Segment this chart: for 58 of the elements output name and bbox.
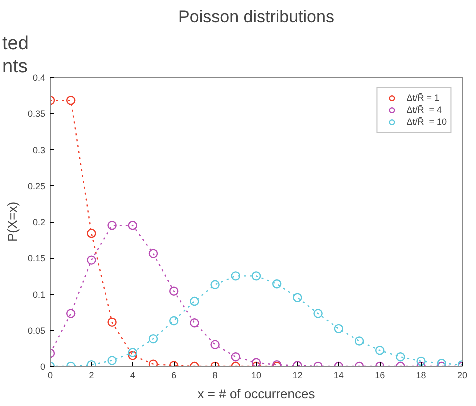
x-tick-label: 2 xyxy=(89,370,94,380)
point xyxy=(170,286,179,296)
point xyxy=(128,221,138,230)
y-axis-title: P(X=x) xyxy=(4,202,20,242)
text: nts xyxy=(2,56,28,78)
y-tick-label: 0.4 xyxy=(32,73,46,83)
point xyxy=(376,346,385,356)
x-tick-label: 8 xyxy=(212,370,218,380)
y-tick-label: 0.1 xyxy=(32,290,46,300)
y-tick-label: 0.2 xyxy=(32,218,46,228)
y-tick-label: 0 xyxy=(40,362,46,372)
x-tick-label: 10 xyxy=(251,370,262,380)
point xyxy=(396,352,406,362)
point xyxy=(272,280,282,289)
y-tick-label: 0.3 xyxy=(32,145,46,156)
point xyxy=(170,316,179,326)
point xyxy=(66,309,76,318)
point xyxy=(148,360,158,366)
point xyxy=(87,256,96,265)
y-tick-label: 0.05 xyxy=(28,326,46,336)
legend-label: Δt/R̄ = 1 xyxy=(406,92,440,104)
x-tick-label: 14 xyxy=(334,370,344,380)
legend-label: Δt/R̄ = 10 xyxy=(406,116,447,128)
y-tick-label: 0.35 xyxy=(28,109,46,120)
text: ted xyxy=(2,34,29,54)
chart-title: Poisson distributions xyxy=(178,8,334,26)
x-tick-label: 12 xyxy=(292,370,303,380)
point xyxy=(148,249,158,258)
point xyxy=(334,324,344,334)
point xyxy=(190,296,200,306)
x-tick-label: 4 xyxy=(130,370,136,380)
point xyxy=(252,272,262,281)
x-tick-label: 6 xyxy=(172,370,177,380)
legend-label: Δt/R̄ = 4 xyxy=(406,104,442,116)
point xyxy=(87,228,96,238)
x-tick-label: 18 xyxy=(416,370,426,380)
point xyxy=(108,221,117,230)
point xyxy=(314,309,323,318)
x-tick-label: 16 xyxy=(375,370,386,380)
point xyxy=(354,336,364,346)
point xyxy=(128,348,138,358)
point xyxy=(416,356,426,366)
y-tick-label: 0.25 xyxy=(28,181,46,192)
point xyxy=(252,358,262,366)
point xyxy=(210,280,220,290)
point xyxy=(108,356,117,366)
x-tick-label: 20 xyxy=(457,370,468,380)
point xyxy=(108,318,117,328)
point xyxy=(128,351,138,360)
point xyxy=(190,318,200,328)
point xyxy=(231,352,240,362)
y-tick-label: 0.15 xyxy=(28,254,46,264)
x-tick-label: 0 xyxy=(48,370,54,380)
point xyxy=(293,293,302,302)
point xyxy=(148,334,158,344)
x-axis-title: x = # of occurrences xyxy=(198,386,316,402)
point xyxy=(210,340,220,350)
point xyxy=(231,272,240,281)
